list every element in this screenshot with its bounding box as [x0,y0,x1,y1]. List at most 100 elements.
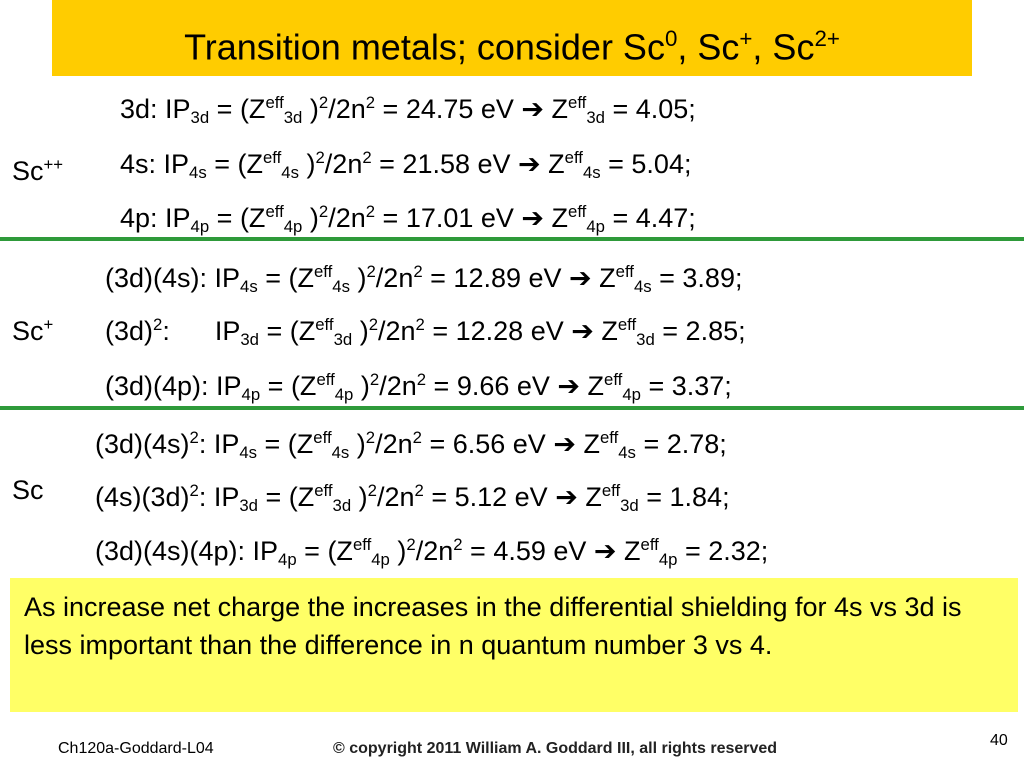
subscript: 4s [281,163,299,183]
footer-copyright: © copyright 2011 William A. Goddard III,… [333,740,778,757]
section-label: Sc++ [12,148,63,188]
text-run: /2n [379,371,417,402]
subscript: 3d [332,496,352,516]
text-run: = (Z [209,203,266,234]
text-run: = 21.58 eV ➔ Z [371,149,565,180]
superscript: 2 [413,262,423,281]
text-run: : IP [198,429,240,460]
subscript: 4s [331,443,350,463]
subscript: 3d [240,330,259,350]
text-run: 3d: IP [120,94,191,125]
text-run: = 9.66 eV ➔ Z [426,371,605,402]
superscript: eff [599,428,619,447]
superscript: 2+ [814,26,840,51]
text-run: = 2.85; [654,316,746,347]
subscript: 4p [241,385,261,405]
superscript: eff [315,315,334,334]
equation: (3d)(4s): IP4s = (Zeff4s )2/2n2 = 12.89 … [105,255,742,304]
text-run: = 4.05; [604,94,696,125]
superscript: 2 [412,428,422,447]
text-run: = 2.78; [635,429,727,460]
superscript: eff [615,262,634,281]
superscript: eff [564,148,583,167]
text-run: = (Z [209,94,266,125]
superscript: 2 [406,535,416,554]
equation: 4p: IP4p = (Zeff4p )2/2n2 = 17.01 eV ➔ Z… [120,195,696,244]
text-run: = 12.28 eV ➔ Z [424,316,618,347]
superscript: ++ [43,155,64,174]
subscript: 4s [240,277,258,297]
text-run: (3d)(4s): IP [105,263,241,294]
text-run: (3d)(4p): IP [105,371,242,402]
subscript: 4s [189,163,207,183]
text-run: = 4.47; [604,203,696,234]
superscript: 2 [153,315,163,334]
superscript: eff [265,93,284,112]
text-run: = (Z [258,316,316,347]
text-run: /2n [375,263,414,294]
text-run: = (Z [296,536,353,567]
text-run: Sc [12,475,44,505]
text-run: /2n [378,316,416,347]
slide-title: Transition metals; consider Sc0, Sc+, Sc… [52,0,972,76]
equation: (3d)(4s)2: IP4s = (Zeff4s )2/2n2 = 6.56 … [95,421,727,470]
superscript: + [43,315,54,334]
text-run: = 3.89; [651,263,743,294]
text-run: = 24.75 eV ➔ Z [375,94,569,125]
subscript: 3d [333,330,353,350]
subscript: 3d [620,496,639,516]
superscript: 0 [664,26,678,51]
superscript: 2 [189,481,199,500]
subscript: 4p [371,550,390,570]
footer-course: Ch120a-Goddard-L04 [58,740,214,757]
superscript: 2 [318,93,329,112]
superscript: 2 [366,262,376,281]
text-run: (3d)(4s)(4p): IP [95,536,279,567]
text-run: 4p: IP [120,203,191,234]
text-run: = (Z [260,371,317,402]
subscript: 4p [283,217,303,237]
equation: (3d)(4p): IP4p = (Zeff4p )2/2n2 = 9.66 e… [105,363,732,412]
superscript: + [739,26,753,51]
superscript: 2 [416,370,427,389]
text-run: 4s: IP [120,149,190,180]
text-run: = 5.12 eV ➔ Z [423,482,602,513]
subscript: 4s [582,163,601,183]
text-run: = 6.56 eV ➔ Z [421,429,600,460]
subscript: 3d [283,108,303,128]
subscript: 4s [633,277,652,297]
subscript: 4s [239,443,258,463]
text-run: , Sc [752,26,815,68]
superscript: eff [313,262,333,281]
text-run: = 2.32; [677,536,769,567]
superscript: 2 [368,315,378,334]
text-run: = (Z [257,482,315,513]
equation: 3d: IP3d = (Zeff3d )2/2n2 = 24.75 eV ➔ Z… [120,86,696,135]
text-run: = (Z [257,429,314,460]
subscript: 4p [278,550,297,570]
superscript: 2 [415,315,425,334]
superscript: 2 [318,202,329,221]
separator [0,237,1024,241]
equation: (3d)2: IP3d = (Zeff3d )2/2n2 = 12.28 eV … [105,308,746,357]
subscript: 4s [618,443,636,463]
text-run: ) [298,149,316,180]
subscript: 3d [636,330,655,350]
superscript: eff [316,370,335,389]
text-run: (4s)(3d) [95,482,190,513]
superscript: eff [568,202,587,221]
text-run: , Sc [677,26,740,68]
subscript: 4p [586,217,605,237]
subscript: 3d [586,108,605,128]
text-run: /2n [375,429,413,460]
text-run: = 1.84; [638,482,730,513]
text-run: ) [389,536,407,567]
text-run: (3d)(4s) [95,429,190,460]
superscript: 2 [414,481,424,500]
text-run: /2n [415,536,454,567]
superscript: 2 [362,148,372,167]
text-run: /2n [376,482,415,513]
text-run: ) [302,94,319,125]
text-run: /2n [324,149,363,180]
